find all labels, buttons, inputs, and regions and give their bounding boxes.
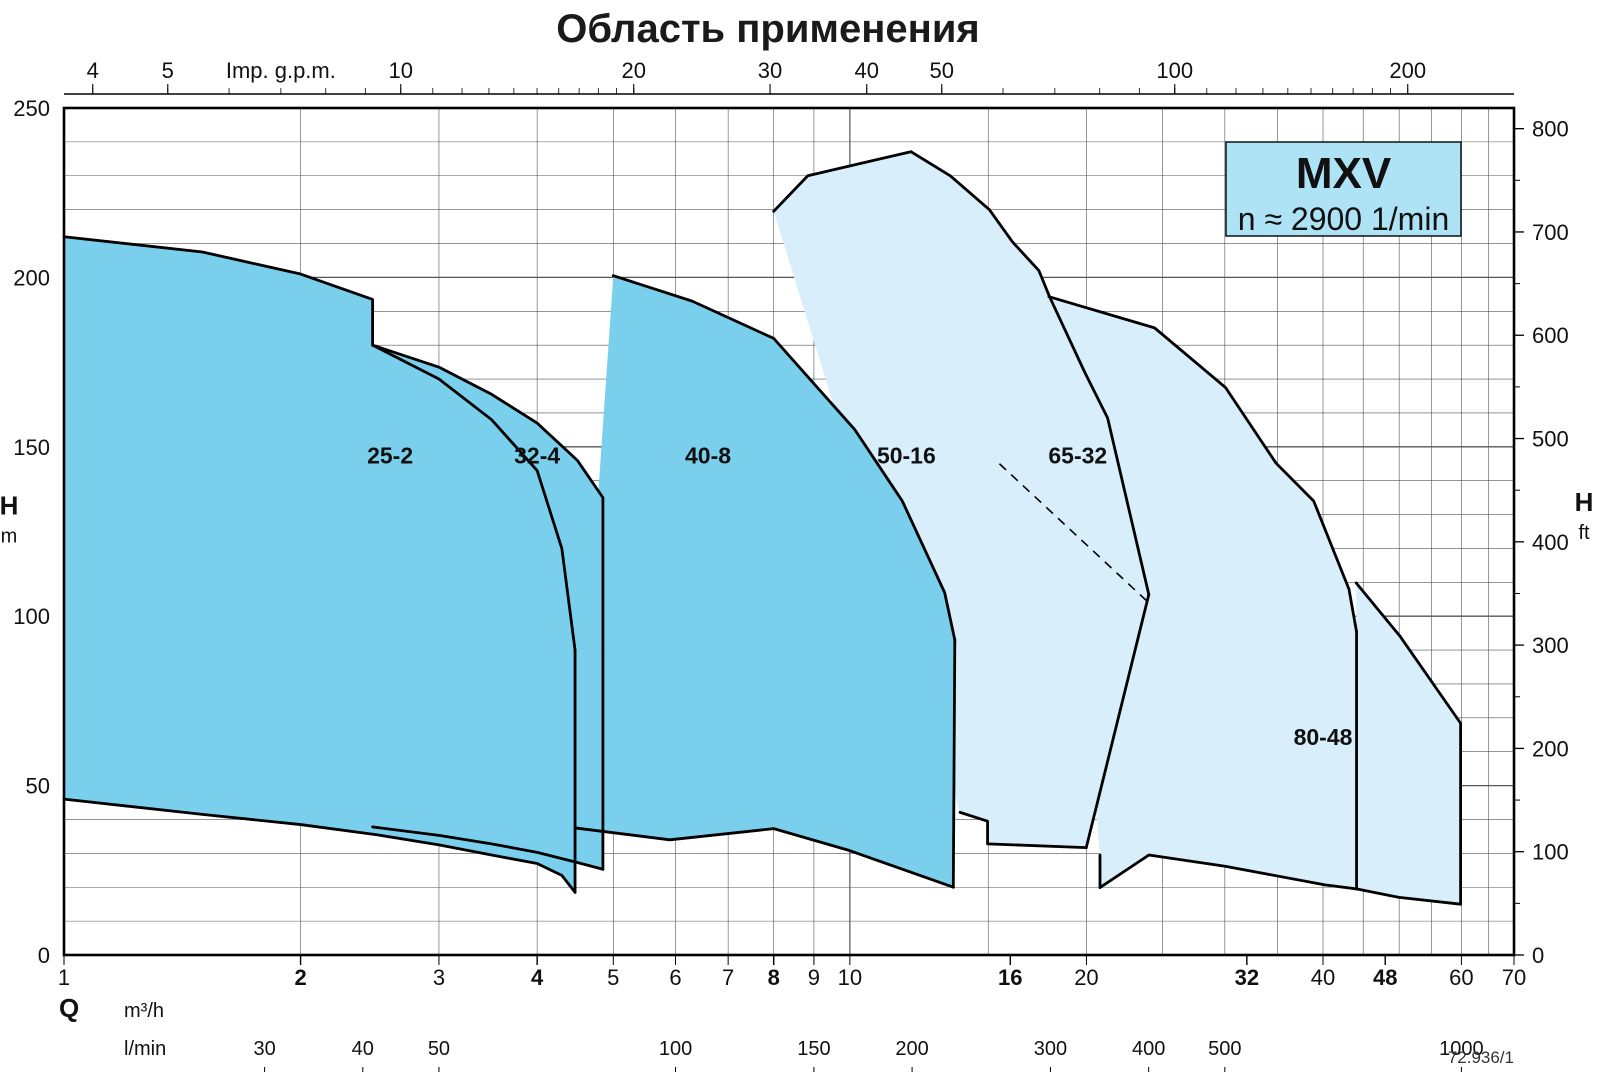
- svg-text:50: 50: [26, 774, 50, 799]
- svg-text:400: 400: [1532, 530, 1569, 555]
- svg-text:Imp. g.p.m.: Imp. g.p.m.: [226, 58, 336, 83]
- svg-text:ft: ft: [1578, 522, 1590, 544]
- svg-text:100: 100: [1156, 58, 1193, 83]
- svg-text:300: 300: [1034, 1038, 1067, 1060]
- svg-text:40: 40: [1311, 965, 1335, 990]
- svg-text:0: 0: [38, 943, 50, 968]
- svg-text:10: 10: [389, 58, 413, 83]
- svg-text:1: 1: [58, 965, 70, 990]
- svg-text:5: 5: [607, 965, 619, 990]
- svg-text:40-8: 40-8: [685, 443, 731, 469]
- svg-text:200: 200: [1532, 736, 1569, 761]
- svg-text:3: 3: [433, 965, 445, 990]
- svg-text:200: 200: [895, 1038, 928, 1060]
- svg-text:150: 150: [797, 1038, 830, 1060]
- svg-text:H: H: [1575, 487, 1594, 517]
- svg-text:MXV: MXV: [1296, 149, 1392, 198]
- svg-text:70: 70: [1502, 965, 1526, 990]
- svg-text:200: 200: [1389, 58, 1426, 83]
- svg-text:150: 150: [13, 435, 50, 460]
- svg-text:80-48: 80-48: [1294, 724, 1353, 750]
- svg-text:25-2: 25-2: [367, 443, 413, 469]
- svg-text:16: 16: [998, 965, 1022, 990]
- svg-text:50: 50: [428, 1038, 450, 1060]
- svg-text:2: 2: [294, 965, 306, 990]
- svg-text:30: 30: [758, 58, 782, 83]
- svg-text:5: 5: [162, 58, 174, 83]
- svg-text:700: 700: [1532, 220, 1569, 245]
- svg-text:40: 40: [854, 58, 878, 83]
- svg-text:800: 800: [1532, 117, 1569, 142]
- svg-text:100: 100: [659, 1038, 692, 1060]
- svg-text:6: 6: [669, 965, 681, 990]
- svg-text:10: 10: [838, 965, 862, 990]
- svg-text:600: 600: [1532, 323, 1569, 348]
- svg-text:7: 7: [722, 965, 734, 990]
- svg-text:200: 200: [13, 265, 50, 290]
- svg-text:300: 300: [1532, 633, 1569, 658]
- svg-text:250: 250: [13, 96, 50, 121]
- svg-text:H: H: [0, 491, 18, 521]
- svg-text:100: 100: [1532, 840, 1569, 865]
- svg-text:n ≈ 2900 1/min: n ≈ 2900 1/min: [1238, 201, 1449, 237]
- svg-text:32-4: 32-4: [514, 443, 560, 469]
- svg-text:65-32: 65-32: [1048, 443, 1107, 469]
- svg-text:32: 32: [1235, 965, 1259, 990]
- svg-text:60: 60: [1449, 965, 1473, 990]
- svg-text:48: 48: [1373, 965, 1397, 990]
- svg-text:m³/h: m³/h: [124, 1000, 164, 1022]
- svg-text:50: 50: [930, 58, 954, 83]
- svg-text:500: 500: [1208, 1038, 1241, 1060]
- svg-text:100: 100: [13, 604, 50, 629]
- svg-text:m: m: [1, 526, 18, 548]
- svg-text:500: 500: [1532, 427, 1569, 452]
- svg-text:0: 0: [1532, 943, 1544, 968]
- svg-text:Q: Q: [59, 993, 79, 1023]
- svg-text:50-16: 50-16: [877, 443, 936, 469]
- svg-text:4: 4: [531, 965, 544, 990]
- svg-text:4: 4: [87, 58, 99, 83]
- svg-text:30: 30: [253, 1038, 275, 1060]
- svg-text:9: 9: [808, 965, 820, 990]
- svg-text:20: 20: [621, 58, 645, 83]
- svg-text:l/min: l/min: [124, 1038, 166, 1060]
- svg-text:40: 40: [352, 1038, 374, 1060]
- svg-text:8: 8: [768, 965, 780, 990]
- svg-text:72.936/1: 72.936/1: [1448, 1048, 1514, 1067]
- svg-text:400: 400: [1132, 1038, 1165, 1060]
- svg-text:20: 20: [1074, 965, 1098, 990]
- svg-text:Область применения: Область применения: [556, 7, 980, 51]
